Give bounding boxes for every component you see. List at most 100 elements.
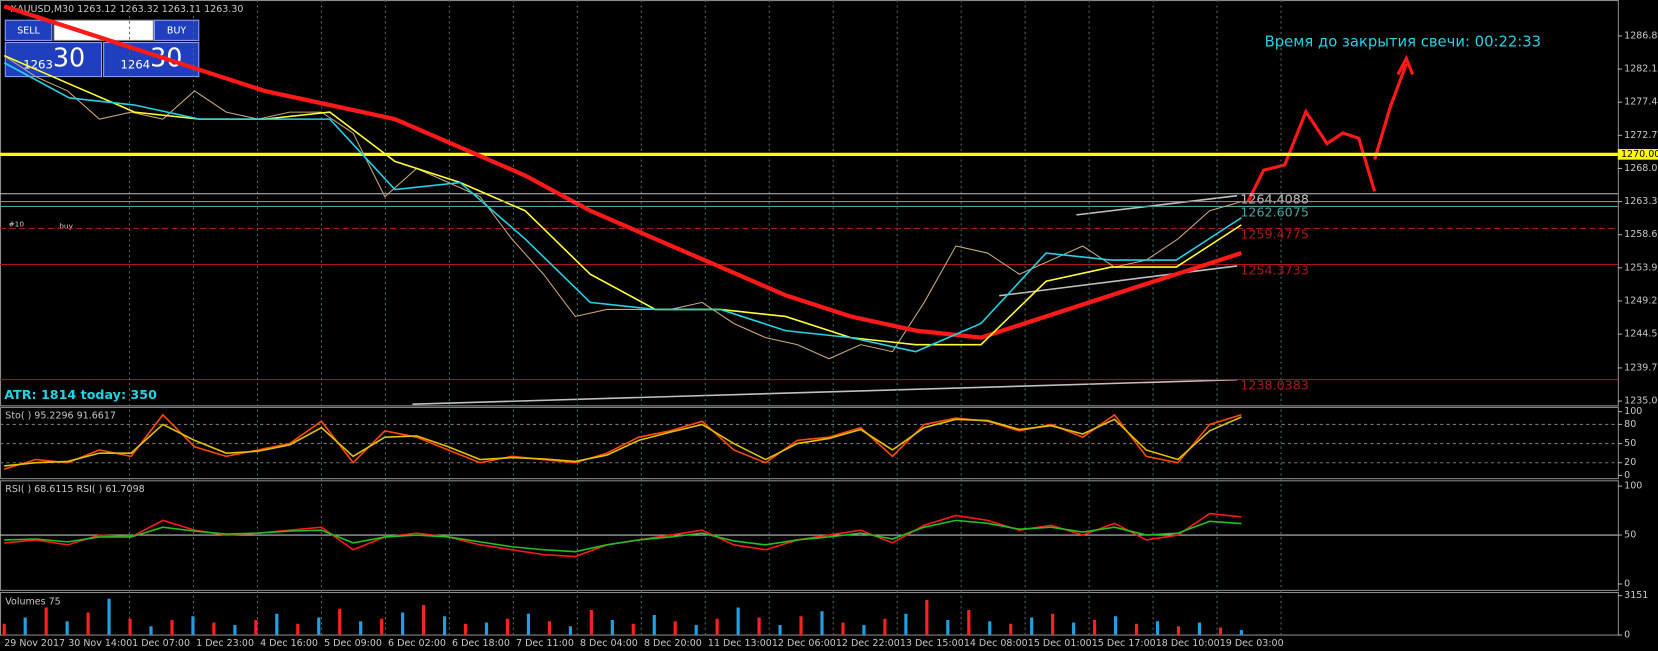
x-tick-label: 11 Dec 13:00: [708, 638, 772, 649]
volume-bar: [1093, 620, 1097, 636]
volume-bar: [820, 611, 824, 636]
y-tick-label: 80: [1624, 419, 1636, 430]
stochastic-label: Sto( ) 95.2296 91.6617: [5, 410, 116, 421]
series-line: [3, 55, 1242, 360]
y-tick-label: 50: [1624, 530, 1636, 541]
volume-bar: [484, 622, 489, 636]
volume-bar: [275, 613, 279, 636]
volume-bar: [673, 621, 677, 636]
ask-prefix: 1264: [121, 57, 151, 71]
x-tick-label: 14 Dec 08:00: [964, 638, 1028, 649]
x-tick-label: 13 Dec 15:00: [900, 638, 964, 649]
volume-bar: [694, 625, 698, 636]
volume-bar: [2, 623, 6, 636]
bid-big: 30: [53, 44, 85, 74]
series-line: [4, 416, 1242, 467]
symbol-info: XAUUSD,M30 1263.12 1263.32 1263.11 1263.…: [11, 4, 244, 15]
rsi-label: RSI( ) 68.6115 RSI( ) 61.7098: [5, 484, 144, 495]
y-tick-label: 1268.00: [1624, 163, 1658, 174]
key-level-label: 1270.00: [1621, 149, 1658, 160]
y-tick-label: 3151: [1624, 590, 1648, 601]
x-tick-label: 15 Dec 17:00: [1092, 638, 1156, 649]
trade-panel[interactable]: SELL BUY 1263 30 1264 30: [4, 19, 200, 78]
x-tick-label: 8 Dec 04:00: [580, 638, 638, 649]
x-tick-label: 1 Dec 23:00: [196, 638, 254, 649]
series-line: [3, 62, 1242, 353]
volume-bar: [904, 613, 908, 636]
volume-bar: [1030, 617, 1034, 636]
y-tick-label: 1253.90: [1624, 262, 1658, 273]
level-label: 1254.3733: [1240, 262, 1309, 277]
volume-bar: [401, 612, 405, 636]
series-line: [3, 4, 1243, 340]
series-line: [4, 519, 1242, 553]
x-tick-label: 4 Dec 16:00: [260, 638, 318, 649]
volume-bar: [883, 618, 887, 636]
volume-bar: [715, 618, 719, 636]
volume-bar: [1155, 621, 1160, 636]
volume-bar: [547, 621, 552, 636]
volumes-label: Volumes 75: [5, 597, 60, 608]
volume-bar: [359, 621, 363, 636]
sell-button[interactable]: SELL: [17, 25, 40, 36]
volume-bar: [86, 612, 90, 636]
volume-bar: [862, 625, 866, 636]
bid-prefix: 1263: [23, 57, 53, 71]
y-tick-label: 1239.70: [1624, 362, 1658, 373]
x-tick-label: 8 Dec 20:00: [644, 638, 702, 649]
buy-button[interactable]: BUY: [167, 25, 186, 36]
volume-bar: [1134, 623, 1139, 636]
y-tick-label: 1249.20: [1624, 295, 1658, 306]
volume-bar: [212, 622, 216, 636]
volume-bar: [757, 617, 761, 636]
hand-drawn-arrow: [1246, 54, 1415, 203]
y-tick-label: 1244.50: [1624, 329, 1658, 340]
y-tick-label: 1263.30: [1624, 196, 1658, 207]
volume-bar: [149, 626, 153, 636]
volume-bar: [967, 610, 971, 636]
volume-bar: [631, 623, 635, 636]
order-type: buy: [59, 222, 73, 231]
volume-bar: [317, 617, 321, 636]
volume-bar: [610, 620, 614, 636]
y-tick-label: 1235.00: [1624, 396, 1658, 407]
x-tick-label: 12 Dec 06:00: [772, 638, 836, 649]
volume-bar: [422, 605, 426, 636]
y-tick-label: 0: [1624, 470, 1630, 481]
y-tick-label: 1286.80: [1624, 30, 1658, 41]
volume-bar: [652, 615, 656, 636]
y-tick-label: 0: [1624, 630, 1630, 641]
volume-bar: [65, 621, 69, 636]
y-tick-label: 50: [1624, 438, 1636, 449]
volume-bar: [988, 621, 992, 636]
volume-bar: [946, 620, 950, 636]
volume-bar: [841, 622, 845, 636]
volume-bar: [1218, 627, 1223, 636]
trend-lines: [412, 194, 1238, 406]
volume-bar: [778, 625, 782, 636]
volume-bar: [380, 618, 384, 636]
volume-bar: [128, 618, 132, 636]
y-tick-label: 1272.70: [1624, 130, 1658, 141]
level-label: 1259.4775: [1240, 226, 1309, 241]
level-label: 1238.0383: [1240, 377, 1309, 392]
volume-bar: [23, 617, 27, 636]
volume-bar: [736, 607, 740, 636]
x-tick-label: 19 Dec 03:00: [1220, 638, 1284, 649]
volume-bar: [191, 616, 195, 636]
x-tick-label: 5 Dec 09:00: [324, 638, 382, 649]
volume-bar: [296, 623, 300, 636]
volume-bar: [338, 608, 342, 636]
y-tick-label: 20: [1624, 457, 1636, 468]
volume-bar: [107, 598, 111, 636]
volume-bar: [925, 600, 929, 636]
y-tick-label: 100: [1624, 406, 1642, 417]
x-tick-label: 15 Dec 01:00: [1028, 638, 1092, 649]
volume-bar: [1051, 613, 1055, 636]
x-tick-label: 6 Dec 02:00: [388, 638, 446, 649]
volume-bar: [1009, 623, 1013, 636]
x-tick-label: 6 Dec 18:00: [452, 638, 510, 649]
volume-bar: [463, 623, 468, 636]
